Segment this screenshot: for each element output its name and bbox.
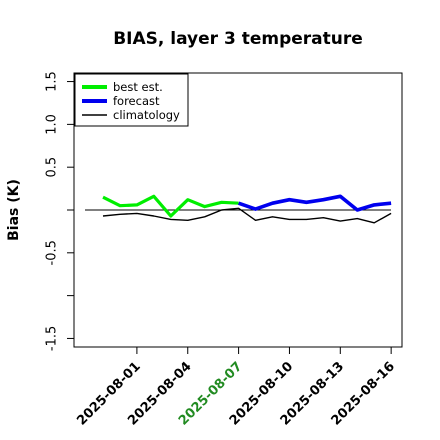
plot-area: 1.51.00.5-0.5-1.52025-08-012025-08-04202… — [45, 71, 403, 429]
legend-label: forecast — [113, 94, 160, 108]
y-tick-label: 0.5 — [45, 157, 60, 178]
series-line-forecast — [238, 194, 392, 212]
y-axis-label: Bias (K) — [6, 179, 22, 241]
y-tick-label: 1.5 — [45, 71, 60, 92]
y-tick-label: -1.5 — [45, 326, 60, 351]
series-line-best-est — [102, 194, 239, 218]
y-tick-label: 1.0 — [45, 114, 60, 135]
chart-title: BIAS, layer 3 temperature — [113, 29, 363, 49]
legend-label: best est. — [113, 80, 163, 94]
legend-label: climatology — [113, 108, 180, 122]
series-line-climatology — [102, 207, 392, 224]
y-tick-label: -0.5 — [45, 240, 60, 265]
